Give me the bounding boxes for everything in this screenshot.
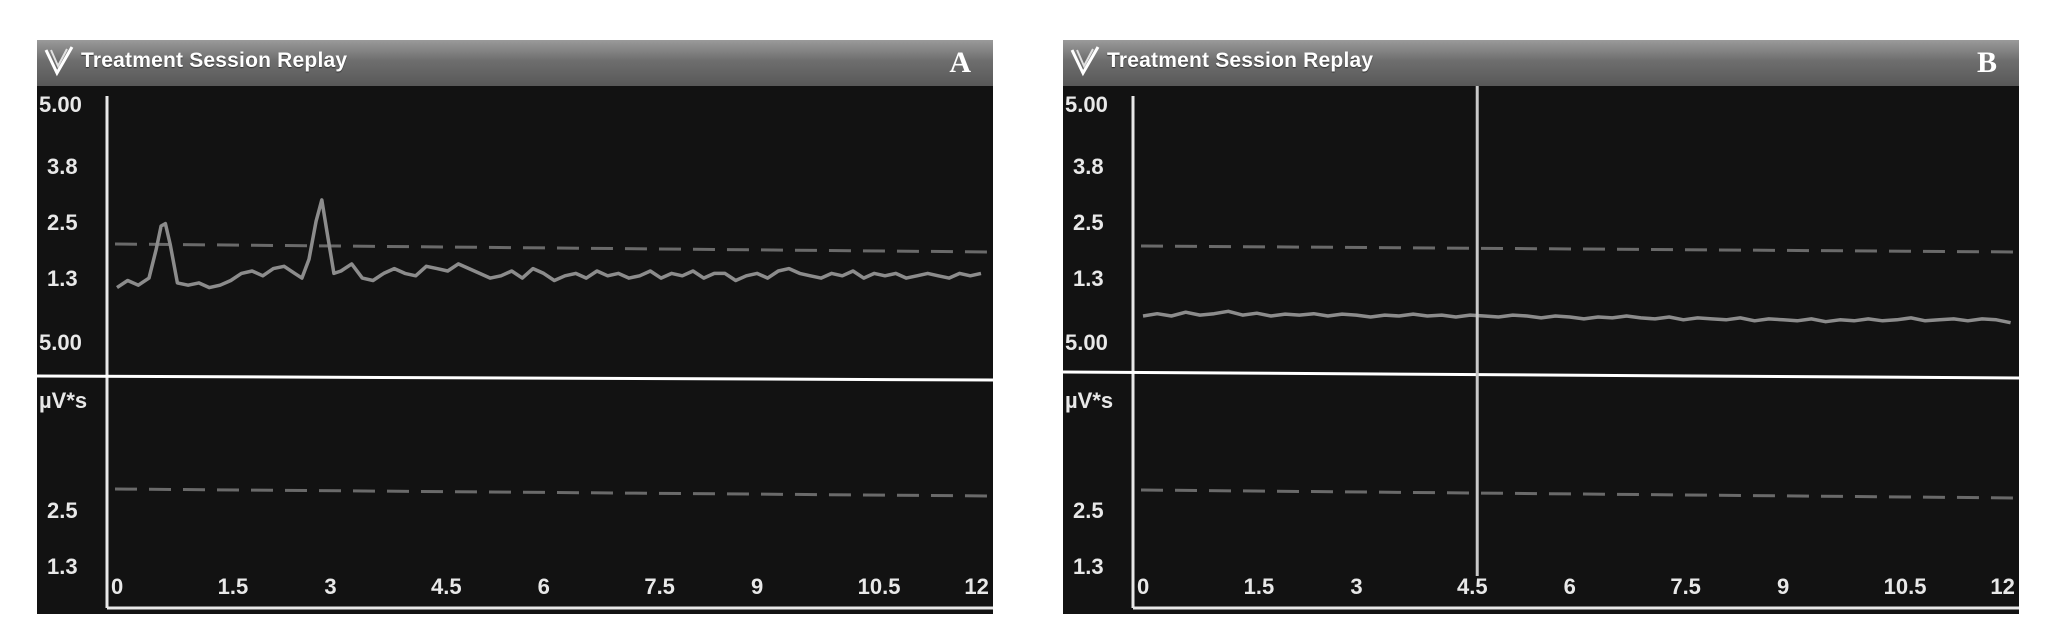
upper-y-tick-5: 5.00 <box>39 92 82 117</box>
x-tick-label: 6 <box>538 574 550 599</box>
lower-y-tick-1-3: 1.3 <box>47 554 78 579</box>
upper-threshold-line <box>1140 244 2019 254</box>
upper-threshold-line <box>114 242 993 254</box>
lower-threshold-line <box>1140 488 2019 500</box>
x-tick-label: 4.5 <box>431 574 462 599</box>
upper-y-tick-5: 5.00 <box>1065 92 1108 117</box>
window-title: Treatment Session Replay <box>1107 49 1374 72</box>
lower-y-unit-label: µV*s <box>39 388 87 413</box>
x-tick-label: 10.5 <box>858 574 901 599</box>
x-tick-label: 7.5 <box>644 574 675 599</box>
x-tick-label: 10.5 <box>1884 574 1927 599</box>
lower-y-tick-5: 5.00 <box>1065 330 1108 355</box>
session-replay-window-a: Treatment Session Replay A 5.00 3.8 2.5 … <box>37 40 993 614</box>
x-tick-label: 7.5 <box>1670 574 1701 599</box>
x-tick-label: 4.5 <box>1457 574 1488 599</box>
session-replay-window-b: Treatment Session Replay B 5.00 3.8 2.5 … <box>1063 40 2019 614</box>
lower-y-tick-1-3: 1.3 <box>1073 554 1104 579</box>
strip-divider <box>37 374 993 382</box>
plot-area: 5.00 3.8 2.5 1.3 5.00 µV*s 2.5 1.3 0 1.5… <box>1063 86 2019 610</box>
lower-y-tick-5: 5.00 <box>39 330 82 355</box>
x-tick-label: 1.5 <box>218 574 249 599</box>
lower-y-tick-2-5: 2.5 <box>1073 498 1104 523</box>
title-bar: Treatment Session Replay A <box>37 40 993 86</box>
x-tick-label: 1.5 <box>1244 574 1275 599</box>
x-tick-label: 9 <box>1777 574 1789 599</box>
upper-y-tick-1-3: 1.3 <box>47 266 78 291</box>
plot-area: 5.00 3.8 2.5 1.3 5.00 µV*s 2.5 1.3 0 1.5… <box>37 92 993 610</box>
x-tick-label: 3 <box>1350 574 1362 599</box>
upper-y-tick-2-5: 2.5 <box>1073 210 1104 235</box>
upper-y-tick-3-8: 3.8 <box>1073 154 1104 179</box>
emg-trace <box>1142 309 2011 325</box>
x-tick-labels: 0 1.5 3 4.5 6 7.5 9 10.5 12 <box>1137 574 2015 599</box>
x-tick-label: 6 <box>1564 574 1576 599</box>
x-tick-label: 0 <box>1137 574 1149 599</box>
x-tick-label: 3 <box>324 574 336 599</box>
lower-y-tick-2-5: 2.5 <box>47 498 78 523</box>
upper-y-tick-1-3: 1.3 <box>1073 266 1104 291</box>
title-bar: Treatment Session Replay B <box>1063 40 2019 86</box>
x-tick-labels: 0 1.5 3 4.5 6 7.5 9 10.5 12 <box>111 574 989 599</box>
lower-y-unit-label: µV*s <box>1065 388 1113 413</box>
upper-y-tick-3-8: 3.8 <box>47 154 78 179</box>
x-tick-label: 12 <box>964 574 988 599</box>
panel-letter: A <box>949 46 971 79</box>
lower-threshold-line <box>114 487 993 498</box>
app-logo-icon <box>1070 46 1100 77</box>
x-tick-label: 9 <box>751 574 763 599</box>
upper-y-tick-2-5: 2.5 <box>47 210 78 235</box>
window-title: Treatment Session Replay <box>81 49 348 72</box>
x-tick-label: 0 <box>111 574 123 599</box>
panel-letter: B <box>1976 46 1997 79</box>
x-tick-label: 12 <box>1990 574 2014 599</box>
strip-divider <box>1063 370 2019 380</box>
app-logo-icon <box>44 46 74 77</box>
emg-trace <box>116 198 982 290</box>
